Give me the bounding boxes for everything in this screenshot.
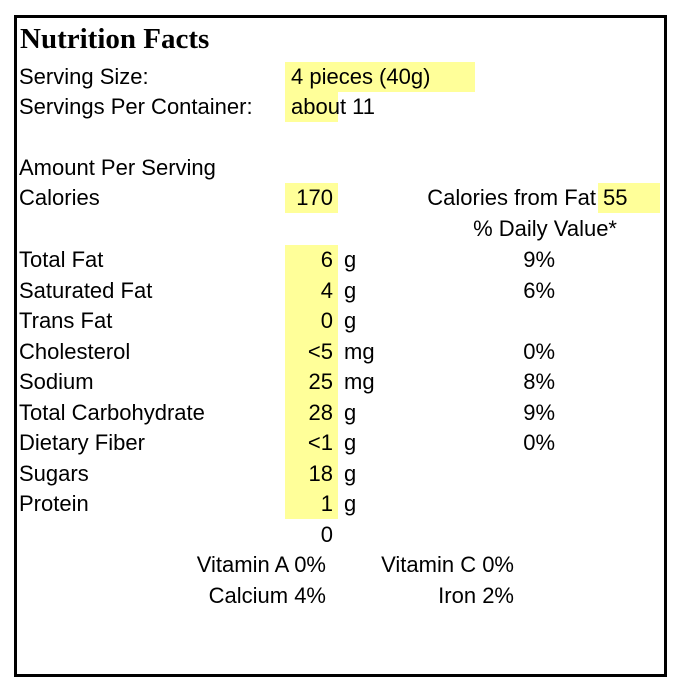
vitamin: Vitamin C 0%: [381, 552, 514, 577]
nutrient-amount: 1: [320, 491, 333, 516]
vitamin: Vitamin A 0%: [196, 552, 326, 577]
fat-calories-value: 55: [603, 185, 628, 210]
nutrient-amount: 4: [320, 277, 333, 303]
nutrient-dv: 8%: [523, 369, 555, 394]
vitamin: Calcium 4%: [208, 582, 326, 608]
nutrient-name: Total Carbohydrate: [19, 399, 205, 425]
nutrient-unit: g: [344, 308, 357, 333]
nutrient-name: Dietary Fiber: [19, 430, 145, 455]
serving-size-label: Serving Size:: [19, 64, 149, 89]
nutrient-unit: g: [344, 247, 357, 272]
nutrient-dv: 0%: [523, 338, 555, 364]
amount-heading: Amount Per Serving: [19, 155, 216, 180]
nutrient-unit: g: [344, 430, 357, 455]
nutrient-dv: 0%: [523, 430, 555, 455]
daily-value-heading: % Daily Value*: [473, 216, 617, 241]
nutrient-name: Cholesterol: [19, 338, 131, 364]
serving-size-value: 4 pieces (40g): [291, 64, 431, 89]
nutrient-unit: g: [344, 491, 357, 516]
nutrient-amount: 0: [320, 308, 333, 333]
nutrient-unit: mg: [344, 369, 375, 394]
highlight: [285, 92, 338, 122]
highlight: [285, 183, 338, 213]
calories-label: Calories: [19, 185, 100, 210]
nutrient-amount: 25: [308, 369, 333, 394]
servings-value: about 11: [291, 94, 376, 119]
nutrient-amount: <5: [307, 338, 333, 364]
nutrient-name: Trans Fat: [19, 308, 113, 333]
calories-value: 170: [296, 185, 333, 210]
vitamin: Iron 2%: [438, 582, 514, 608]
nutrient-unit: g: [344, 399, 357, 425]
nutrient-dv: 9%: [523, 399, 555, 425]
nutrient-amount: <1: [307, 430, 333, 455]
highlight: [285, 245, 338, 519]
nutrient-name: Total Fat: [19, 247, 104, 272]
highlight: [598, 183, 660, 213]
nutrient-dv: 6%: [523, 277, 555, 303]
nutrient-amount: 18: [308, 460, 333, 486]
fat-calories-label: Calories from Fat: [427, 185, 596, 210]
nutrient-unit: mg: [344, 338, 375, 364]
nutrient-name: Saturated Fat: [19, 277, 153, 303]
nutrient-name: Sugars: [19, 460, 89, 486]
nutrient-name: Sodium: [19, 369, 94, 394]
label-border: [14, 15, 667, 677]
nutrient-unit: g: [344, 277, 357, 303]
nutrient-unit: g: [344, 460, 357, 486]
stray-value: 0: [320, 522, 333, 547]
nutrient-amount: 6: [320, 247, 333, 272]
title: Nutrition Facts: [20, 23, 210, 55]
nutrient-amount: 28: [308, 399, 333, 425]
nutrient-dv: 9%: [523, 247, 555, 272]
highlight: [285, 62, 475, 92]
nutrient-name: Protein: [19, 491, 89, 516]
servings-label: Servings Per Container:: [19, 94, 253, 119]
